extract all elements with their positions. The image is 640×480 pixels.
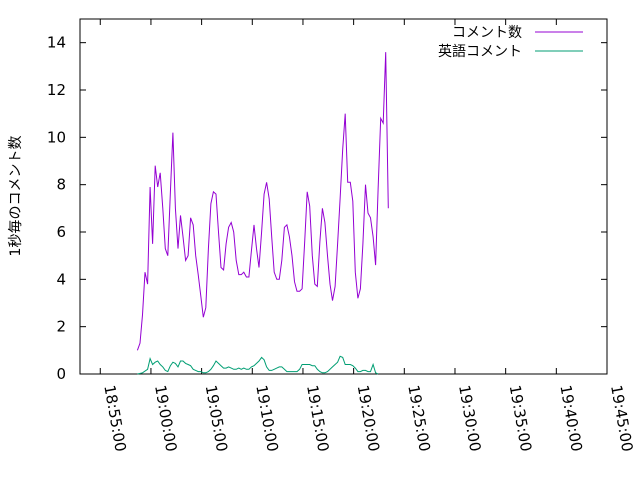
legend-label-1: コメント数 — [452, 25, 522, 41]
x-tick-label: 19:40:00 — [556, 384, 585, 453]
x-tick-label: 19:30:00 — [455, 384, 484, 453]
x-tick-label: 19:00:00 — [151, 384, 180, 453]
y-tick-label: 14 — [47, 34, 66, 52]
x-tick-label: 19:25:00 — [404, 384, 433, 453]
y-tick-label: 6 — [56, 223, 66, 241]
x-tick-label: 19:20:00 — [354, 384, 383, 453]
y-axis-label: 1秒毎のコメント数 — [8, 136, 24, 257]
y-axis: 0 2 4 6 8 10 12 14 — [47, 34, 607, 383]
x-tick-label: 19:35:00 — [506, 384, 535, 453]
x-tick-label: 19:10:00 — [252, 384, 281, 453]
y-tick-label: 12 — [47, 81, 66, 99]
x-tick-label: 19:05:00 — [202, 384, 231, 453]
y-tick-label: 8 — [56, 176, 66, 194]
x-tick-label: 18:55:00 — [100, 384, 129, 453]
x-axis: 18:55:00 19:00:00 19:05:00 19:10:00 19:15:00… — [99, 19, 636, 453]
y-tick-label: 4 — [56, 270, 66, 288]
y-tick-label: 2 — [56, 318, 66, 336]
plot-frame — [79, 18, 608, 375]
series-line-1 — [136, 52, 389, 351]
y-tick-label: 0 — [56, 365, 66, 383]
series-group — [136, 52, 389, 375]
legend-label-2: 英語コメント — [438, 43, 522, 60]
x-tick-label: 19:15:00 — [303, 384, 332, 453]
y-tick-label: 10 — [47, 128, 66, 146]
series-line-2 — [137, 355, 379, 375]
x-tick-label: 19:45:00 — [607, 384, 636, 453]
